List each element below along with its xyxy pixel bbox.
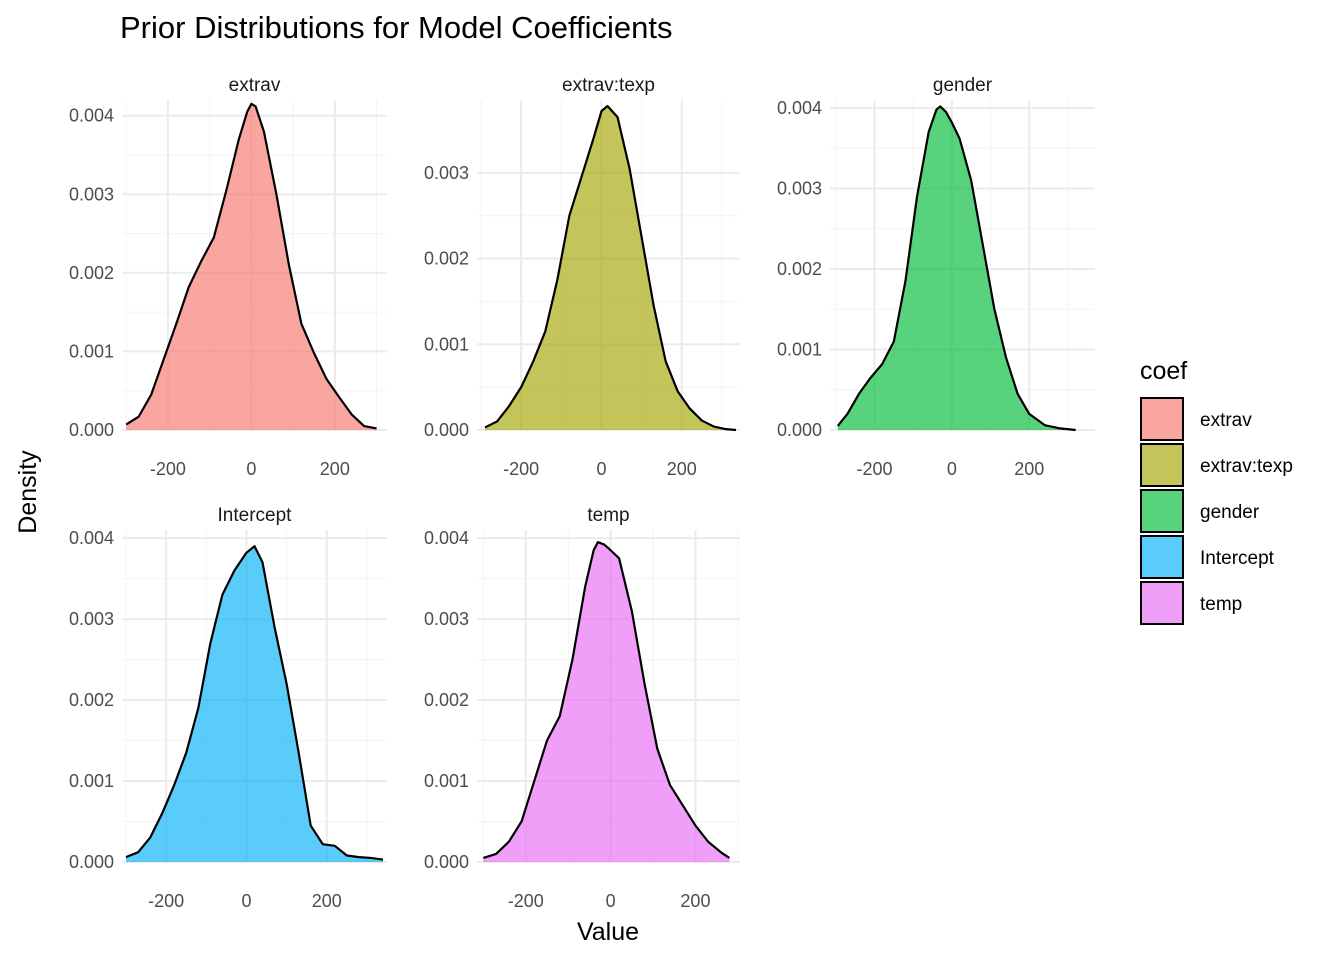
x-tick-label: 0 <box>606 891 616 911</box>
panel-temp: 0.000 0.001 0.002 0.003 0.004 -200 0 200 temp <box>424 505 740 911</box>
x-tick-label: 200 <box>680 891 710 911</box>
legend-key-temp <box>1140 581 1184 625</box>
y-tick-label: 0.001 <box>424 771 469 791</box>
y-tick-label: 0.002 <box>424 249 469 269</box>
x-tick-label: 0 <box>246 459 256 479</box>
y-tick-label: 0.002 <box>69 690 114 710</box>
y-tick-label: 0.003 <box>424 163 469 183</box>
y-tick-label: 0.004 <box>424 528 469 548</box>
legend-label-intercept: Intercept <box>1200 548 1275 569</box>
density-area-extrav-texp <box>485 106 736 430</box>
legend-label-extrav: extrav <box>1200 410 1252 431</box>
y-tick-label: 0.001 <box>424 334 469 354</box>
x-tick-label: -200 <box>508 891 544 911</box>
y-tick-label: 0.002 <box>424 690 469 710</box>
x-axis-title: Value <box>577 918 639 946</box>
panel-intercept: 0.000 0.001 0.002 0.003 0.004 -200 0 200 Interce… <box>69 505 387 911</box>
y-tick-label: 0.004 <box>777 98 822 118</box>
y-tick-label: 0.001 <box>69 771 114 791</box>
density-area-temp <box>483 542 730 862</box>
y-tick-label: 0.003 <box>424 609 469 629</box>
facet-label-temp: temp <box>587 505 629 526</box>
density-area-extrav <box>126 103 377 430</box>
y-tick-label: 0.002 <box>69 263 114 283</box>
x-tick-label: -200 <box>503 459 539 479</box>
facet-label-extrav-texp: extrav:texp <box>562 75 655 96</box>
x-tick-label: -200 <box>856 459 892 479</box>
y-tick-label: 0.000 <box>777 420 822 440</box>
density-curve-intercept <box>125 545 384 861</box>
y-tick-label: 0.000 <box>69 852 114 872</box>
legend-key-extrav <box>1140 397 1184 441</box>
panel-gender: 0.000 0.001 0.002 0.003 0.004 -200 0 200 gender <box>777 75 1095 479</box>
density-curve-extrav <box>125 102 377 430</box>
y-tick-label: 0.003 <box>69 609 114 629</box>
legend-label-extrav-texp: extrav:texp <box>1200 456 1293 477</box>
density-area-intercept <box>126 546 383 862</box>
legend-title: coef <box>1140 357 1187 385</box>
x-tick-label: 0 <box>947 459 957 479</box>
facet-label-intercept: Intercept <box>218 505 293 526</box>
legend-label-gender: gender <box>1200 502 1260 523</box>
facet-label-gender: gender <box>933 75 993 96</box>
x-tick-label: 0 <box>596 459 606 479</box>
x-tick-label: -200 <box>150 459 186 479</box>
y-tick-label: 0.003 <box>777 179 822 199</box>
x-tick-label: 200 <box>312 891 342 911</box>
x-tick-label: 0 <box>241 891 251 911</box>
density-curve-temp <box>483 541 731 859</box>
legend-key-intercept <box>1140 535 1184 579</box>
panel-extrav-texp: 0.000 0.001 0.002 0.003 -200 0 200 extrav:texp <box>424 75 740 479</box>
legend: coef extrav extrav:texp gender Intercept tem… <box>1140 357 1293 625</box>
y-tick-label: 0.000 <box>69 420 114 440</box>
y-tick-label: 0.004 <box>69 528 114 548</box>
panel-extrav: 0.000 0.001 0.002 0.003 0.004 -200 0 200 extrav <box>69 75 387 479</box>
legend-label-temp: temp <box>1200 594 1242 615</box>
y-tick-label: 0.000 <box>424 852 469 872</box>
density-curve-extrav-texp <box>484 104 737 432</box>
legend-key-gender <box>1140 489 1184 533</box>
x-tick-label: 200 <box>320 459 350 479</box>
y-tick-label: 0.004 <box>69 106 114 126</box>
y-tick-label: 0.001 <box>777 340 822 360</box>
x-tick-label: -200 <box>148 891 184 911</box>
density-area-gender <box>837 106 1076 430</box>
y-tick-label: 0.000 <box>424 420 469 440</box>
chart-title: Prior Distributions for Model Coefficien… <box>120 10 672 45</box>
facet-label-extrav: extrav <box>229 75 281 96</box>
x-tick-label: 200 <box>667 459 697 479</box>
density-curve-gender <box>836 105 1076 432</box>
y-tick-label: 0.001 <box>69 341 114 361</box>
y-tick-label: 0.002 <box>777 259 822 279</box>
legend-key-extrav-texp <box>1140 443 1184 487</box>
x-tick-label: 200 <box>1014 459 1044 479</box>
y-tick-label: 0.003 <box>69 184 114 204</box>
y-axis-title: Density <box>14 450 42 534</box>
